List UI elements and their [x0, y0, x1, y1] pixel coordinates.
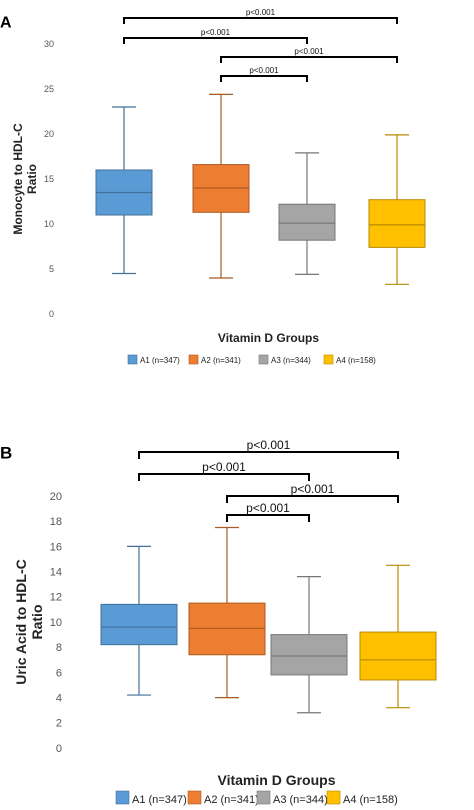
- significance-bracket: p<0.001: [138, 438, 399, 459]
- significance-bracket: p<0.001: [123, 28, 308, 44]
- p-value-label: p<0.001: [202, 460, 246, 474]
- box-3: [278, 152, 336, 275]
- x-axis-label: Vitamin D Groups: [218, 331, 319, 345]
- legend-label: A1 (n=347): [132, 794, 187, 806]
- box-2: [192, 93, 250, 279]
- significance-bracket: p<0.001: [226, 501, 310, 522]
- iqr-box: [359, 631, 437, 681]
- legend: A1 (n=347) A2 (n=341) A3 (n=344) A4 (n=158): [127, 354, 376, 365]
- legend-swatch: [323, 354, 334, 365]
- y-tick-label: 8: [56, 642, 62, 654]
- y-tick-label: 0: [56, 743, 62, 755]
- significance-bracket: p<0.001: [226, 482, 399, 503]
- y-tick-label: 4: [56, 692, 62, 704]
- p-value-label: p<0.001: [246, 8, 276, 17]
- y-tick-label: 16: [50, 541, 62, 553]
- y-tick-label: 18: [50, 516, 62, 528]
- iqr-box: [368, 199, 426, 248]
- y-tick-label: 25: [44, 84, 54, 94]
- y-tick-label: 12: [50, 592, 62, 604]
- legend-swatch: [187, 790, 202, 805]
- p-value-label: p<0.001: [294, 47, 324, 56]
- bracket-line: [226, 514, 310, 522]
- p-value-label: p<0.001: [246, 501, 290, 515]
- bracket-line: [123, 37, 308, 44]
- legend-label: A3 (n=344): [273, 794, 328, 806]
- iqr-box: [270, 634, 348, 676]
- y-axis-label-line: Monocyte to HDL-C: [11, 123, 25, 235]
- bracket-line: [138, 473, 310, 481]
- box-4: [368, 134, 426, 285]
- y-axis-label: Monocyte to HDL-CRatio: [11, 123, 39, 235]
- box-1: [95, 106, 153, 275]
- y-tick-label: 0: [49, 309, 54, 319]
- box-4: [359, 564, 437, 709]
- bracket-line: [123, 17, 398, 24]
- legend-label: A3 (n=344): [271, 356, 311, 365]
- bracket-line: [138, 451, 399, 459]
- y-tick-label: 30: [44, 39, 54, 49]
- legend-label: A2 (n=341): [204, 794, 259, 806]
- p-value-label: p<0.001: [201, 28, 231, 37]
- x-axis-label: Vitamin D Groups: [218, 772, 336, 788]
- iqr-box: [278, 203, 336, 241]
- legend-label: A4 (n=158): [336, 356, 376, 365]
- significance-bracket: p<0.001: [123, 8, 398, 24]
- y-axis-label-line: Uric Acid to HDL-C: [13, 559, 29, 684]
- box-3: [270, 576, 348, 714]
- significance-bracket: p<0.001: [220, 47, 398, 63]
- legend-label: A1 (n=347): [140, 356, 180, 365]
- panel-label: A: [0, 15, 12, 32]
- significance-bracket: p<0.001: [220, 66, 308, 82]
- bracket-line: [220, 75, 308, 82]
- box-2: [188, 526, 266, 699]
- y-tick-label: 20: [50, 491, 62, 503]
- p-value-label: p<0.001: [247, 438, 291, 452]
- legend-swatch: [256, 790, 271, 805]
- y-axis-label: Uric Acid to HDL-CRatio: [13, 559, 45, 684]
- iqr-box: [188, 602, 266, 656]
- legend-swatch: [127, 354, 138, 365]
- y-tick-label: 10: [44, 219, 54, 229]
- panel-A: A 0 5 10 15 20 25 30 Monocyte to HDL-CRatio p<0.0…: [0, 8, 426, 365]
- y-tick-label: 10: [50, 617, 62, 629]
- box-1: [100, 545, 178, 696]
- panel-label: B: [0, 443, 12, 462]
- y-tick-label: 15: [44, 174, 54, 184]
- y-tick-label: 6: [56, 667, 62, 679]
- y-tick-label: 14: [50, 566, 62, 578]
- y-axis-label-line: Ratio: [25, 164, 39, 194]
- iqr-box: [100, 603, 178, 646]
- y-tick-label: 2: [56, 718, 62, 730]
- significance-bracket: p<0.001: [138, 460, 310, 481]
- legend-swatch: [115, 790, 130, 805]
- bracket-line: [220, 56, 398, 63]
- y-tick-label: 5: [49, 264, 54, 274]
- legend: A1 (n=347) A2 (n=341) A3 (n=344) A4 (n=158): [115, 790, 398, 806]
- p-value-label: p<0.001: [291, 482, 335, 496]
- y-axis-label-line: Ratio: [29, 605, 45, 640]
- legend-swatch: [326, 790, 341, 805]
- p-value-label: p<0.001: [249, 66, 279, 75]
- legend-label: A2 (n=341): [201, 356, 241, 365]
- y-tick-label: 20: [44, 129, 54, 139]
- panel-B: B 0 2 4 6 8 10 12 14 16 18 20 Uric Acid to HDL-CRati…: [0, 438, 437, 806]
- legend-swatch: [258, 354, 269, 365]
- legend-label: A4 (n=158): [343, 794, 398, 806]
- legend-swatch: [188, 354, 199, 365]
- bracket-line: [226, 495, 399, 503]
